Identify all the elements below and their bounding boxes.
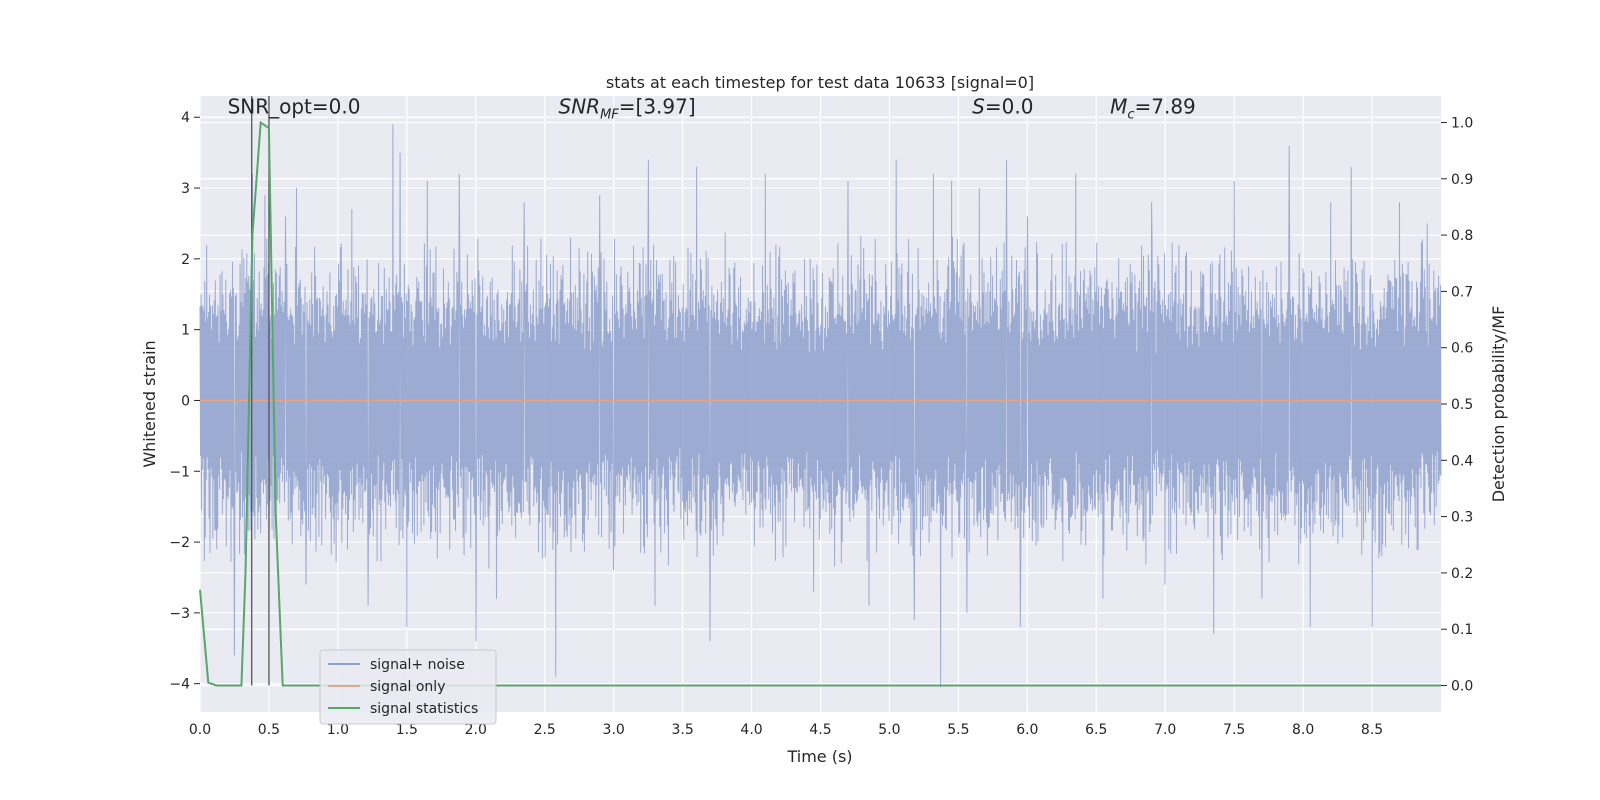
annotation-1: SNRMF=[3.97] [559,95,696,123]
x-tick-label-5: 2.5 [534,722,556,738]
legend-label-signal-statistics: signal statistics [370,701,478,717]
series-signal-noise [199,124,1442,688]
x-tick-label-15: 7.5 [1223,722,1245,738]
x-tick-label-0: 0.0 [189,722,211,738]
y-tick-label-7: 3 [181,181,190,197]
y-tick-label-3: −1 [169,464,190,480]
y2-tick-label-3: 0.3 [1451,510,1473,526]
signal-statistics-line [199,120,1441,687]
y2-tick-label-2: 0.2 [1451,566,1473,582]
y2-tick-label-1: 0.1 [1451,622,1473,638]
y-tick-label-0: −4 [169,677,190,693]
annotation-0: SNR_opt=0.0 [228,95,361,119]
x-tick-label-7: 3.5 [671,722,693,738]
y2-tick-label-4: 0.4 [1451,453,1473,469]
x-tick-label-6: 3.0 [603,722,625,738]
x-tick-label-10: 5.0 [878,722,900,738]
legend-label-signal-only: signal only [370,679,445,695]
y-tick-label-2: −2 [169,535,190,551]
x-tick-label-9: 4.5 [809,722,831,738]
x-tick-label-8: 4.0 [740,722,762,738]
y-ticks: −4 −3 −2 −1 0 1 2 3 4 [169,110,200,693]
vertical-markers [251,96,270,686]
signal-noise-trace [199,124,1442,688]
y-tick-label-8: 4 [181,110,190,126]
y2-tick-label-10: 1.0 [1451,115,1473,131]
x-tick-label-17: 8.5 [1361,722,1383,738]
y-axis-label: Whitened strain [140,340,159,467]
x-tick-label-16: 8.0 [1292,722,1314,738]
x-tick-label-12: 6.0 [1016,722,1038,738]
y-tick-label-5: 1 [181,323,190,339]
x-tick-label-4: 2.0 [465,722,487,738]
legend-label-signal-noise: signal+ noise [370,657,465,673]
x-tick-label-3: 1.5 [396,722,418,738]
x-axis-label: Time (s) [786,747,852,766]
y2-tick-label-6: 0.6 [1451,341,1473,357]
y2-ticks: 0.0 0.1 0.2 0.3 0.4 0.5 0.6 0.7 0.8 0.9 1.0 [1441,115,1473,695]
y2-tick-label-8: 0.8 [1451,228,1473,244]
x-tick-label-11: 5.5 [947,722,969,738]
annotation-2: S=0.0 [972,95,1033,119]
series-signal-statistics [199,120,1441,687]
legend: signal+ noise signal only signal statist… [319,649,497,725]
annotations: SNR_opt=0.0 SNRMF=[3.97] S=0.0 Mc=7.89 [228,95,1196,123]
y2-tick-label-9: 0.9 [1451,172,1473,188]
y2-tick-label-0: 0.0 [1451,679,1473,695]
x-tick-label-14: 7.0 [1154,722,1176,738]
y-tick-label-1: −3 [169,606,190,622]
x-ticks: 0.0 0.5 1.0 1.5 2.0 2.5 3.0 3.5 4.0 4.5 5.0 5.5 6.0 6… [189,722,1383,738]
y2-tick-label-7: 0.7 [1451,284,1473,300]
y-tick-label-6: 2 [181,252,190,268]
x-tick-label-2: 1.0 [327,722,349,738]
y2-tick-label-5: 0.5 [1451,397,1473,413]
x-tick-label-1: 0.5 [258,722,280,738]
x-tick-label-13: 6.5 [1085,722,1107,738]
annotation-3: Mc=7.89 [1110,95,1196,123]
chart-title: stats at each timestep for test data 106… [606,73,1034,92]
y2-axis-label: Detection probability/MF [1489,306,1508,503]
y-tick-label-4: 0 [181,393,190,409]
legend-box [319,649,497,725]
